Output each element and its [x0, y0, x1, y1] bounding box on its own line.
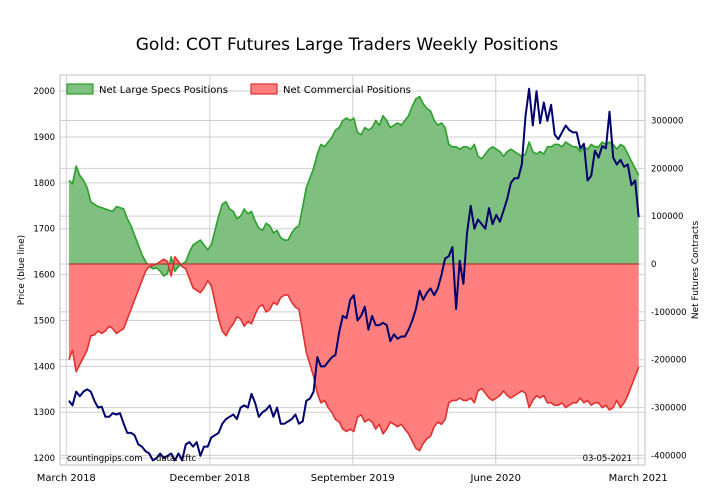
- legend-label-specs: Net Large Specs Positions: [99, 85, 228, 96]
- left-tick-label: 1600: [33, 271, 55, 281]
- right-axis-ticks: -400000 -300000 -200000 -100000 0 100000 20000…: [651, 116, 687, 461]
- left-tick-label: 2000: [33, 87, 55, 97]
- left-axis-label: Price (blue line): [17, 235, 27, 305]
- left-tick-label: 1500: [33, 316, 55, 326]
- right-tick-label: 0: [651, 260, 656, 270]
- x-tick-label: March 2021: [609, 473, 668, 484]
- commercials-area: [68, 256, 639, 451]
- legend: Net Large Specs Positions Net Commercial…: [66, 83, 411, 96]
- legend-swatch-specs: [66, 83, 94, 95]
- commercials-line: [68, 256, 640, 452]
- right-axis-label: Net Futures Contracts: [691, 221, 701, 320]
- price-line: [68, 87, 640, 462]
- right-tick-label: 200000: [651, 164, 683, 174]
- specs-line: [68, 95, 640, 277]
- price-series-line: [68, 87, 640, 462]
- right-tick-label: -400000: [651, 451, 687, 461]
- right-tick-label: -300000: [651, 404, 687, 414]
- left-tick-label: 1200: [33, 454, 55, 464]
- left-tick-label: 1800: [33, 179, 55, 189]
- left-tick-label: 1900: [33, 133, 55, 143]
- left-axis-ticks: 1200 1300 1400 1500 1600 1700 1800 1900 2000: [33, 87, 55, 464]
- data-credit: data: cftc: [156, 454, 197, 464]
- x-tick-label: June 2020: [470, 473, 521, 484]
- series-areas: [68, 95, 640, 452]
- left-tick-label: 1400: [33, 362, 55, 372]
- x-axis-ticks: March 2018 December 2018 September 2019 Jun…: [37, 473, 668, 484]
- right-tick-label: 300000: [651, 116, 683, 126]
- right-tick-label: -200000: [651, 356, 687, 366]
- x-tick-label: March 2018: [37, 473, 96, 484]
- legend-label-commercials: Net Commercial Positions: [283, 85, 411, 96]
- right-tick-label: 100000: [651, 212, 683, 222]
- source-credit: countingpips.com: [67, 454, 143, 464]
- date-stamp: 03-05-2021: [583, 454, 632, 464]
- left-tick-label: 1300: [33, 408, 55, 418]
- left-tick-label: 1700: [33, 225, 55, 235]
- x-tick-label: September 2019: [311, 473, 395, 484]
- specs-area: [68, 96, 639, 276]
- x-tick-label: December 2018: [170, 473, 250, 484]
- legend-swatch-commercials: [250, 83, 278, 95]
- right-tick-label: -100000: [651, 308, 687, 318]
- chart-title: Gold: COT Futures Large Traders Weekly P…: [136, 35, 559, 55]
